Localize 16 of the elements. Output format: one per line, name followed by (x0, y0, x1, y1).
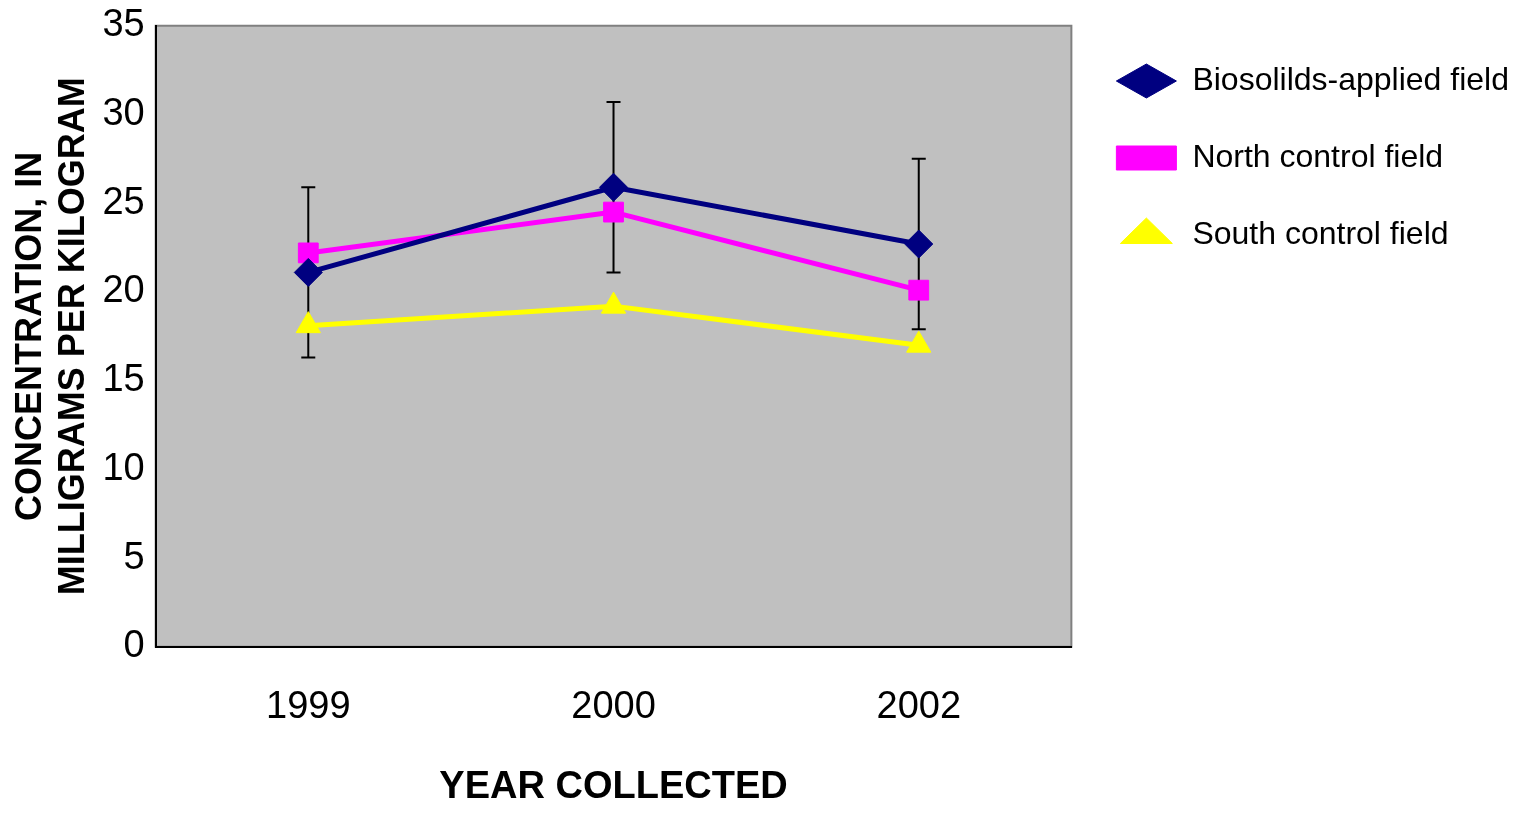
y-tick-label: 25 (102, 179, 145, 222)
y-tick-label: 20 (102, 268, 145, 311)
legend-label: Biosolilds-applied field (1192, 60, 1509, 97)
x-tick-label: 1999 (266, 684, 351, 727)
y-tick-label: 35 (102, 2, 145, 45)
legend-label: North control field (1192, 137, 1444, 174)
x-tick-label: 2002 (876, 684, 962, 727)
y-tick-label: 30 (102, 91, 145, 133)
y-axis-title: CONCENTRATION, IN MILLIGRAMS PER KILOGRAM (7, 77, 92, 596)
x-tick-label: 2000 (571, 684, 656, 727)
y-tick-label: 15 (102, 357, 145, 400)
legend-label: South control field (1192, 214, 1449, 251)
x-axis-title: YEAR COLLECTED (439, 763, 788, 806)
y-tick-label: 0 (123, 623, 145, 666)
y-tick-label: 5 (123, 534, 145, 577)
y-tick-label: 10 (102, 445, 145, 488)
